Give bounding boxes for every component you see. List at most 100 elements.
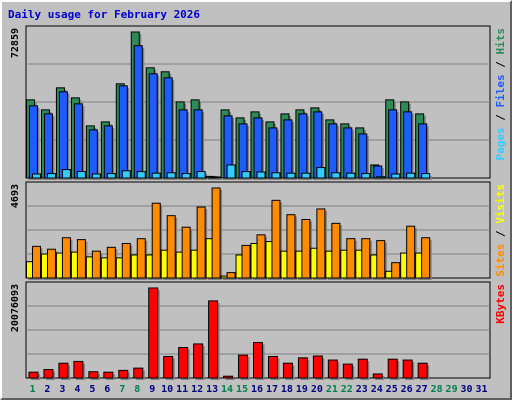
kbytes-bar [28, 371, 40, 380]
pages-bar [166, 172, 178, 180]
bar-body [31, 173, 41, 179]
pages-bar [406, 172, 417, 180]
sites-bar [346, 238, 357, 280]
day-label: 2 [44, 384, 50, 395]
bar-body [282, 362, 293, 379]
legend-entry: Pages [494, 127, 507, 160]
bar-body [376, 176, 386, 179]
bar-body [193, 109, 203, 179]
sites-bar [226, 272, 238, 280]
bar-body [417, 362, 428, 379]
bar-body [163, 77, 173, 179]
day-label: 1 [29, 384, 35, 395]
bar-body [133, 45, 143, 179]
kbytes-bar [297, 357, 310, 380]
legend-entry: / [494, 108, 507, 128]
files-bar [28, 105, 40, 180]
bar-body [178, 347, 189, 379]
pages-bar [361, 173, 372, 180]
bar-body [166, 172, 176, 179]
day-label: 7 [119, 384, 125, 395]
bar-body [402, 359, 413, 379]
bar-body [76, 171, 86, 179]
day-label: 5 [89, 384, 95, 395]
day-label: 10 [161, 384, 173, 395]
pages-bar [286, 172, 297, 180]
bar-body [331, 222, 341, 279]
sites-bar [211, 187, 223, 280]
bar-body [421, 173, 431, 179]
sites-bar [301, 219, 312, 280]
pages-bar [376, 176, 387, 180]
day-label: 26 [401, 384, 413, 395]
sites-bar [121, 242, 133, 280]
bar-body [43, 113, 53, 179]
day-label: 12 [191, 384, 203, 395]
bar-body [346, 172, 356, 179]
files-bar [388, 109, 399, 180]
bar-body [406, 225, 416, 279]
bar-body [298, 113, 308, 179]
files-bar [178, 109, 190, 180]
bar-body [28, 371, 39, 379]
kbytes-bar [73, 360, 85, 380]
day-label: 30 [461, 384, 473, 395]
bar-body [256, 234, 266, 279]
kbytes-bar [103, 371, 115, 380]
bar-body [196, 206, 206, 279]
sites-bar [406, 225, 417, 280]
sites-bar [376, 240, 387, 280]
pages-bar [91, 173, 103, 180]
bar-body [208, 300, 219, 379]
files-bar [163, 77, 175, 180]
kbytes-bar [133, 367, 145, 380]
bottom-max-label: 20076093 [10, 284, 21, 332]
kbytes-bar [43, 368, 55, 380]
files-bar [193, 109, 205, 180]
legend-entry: Files [494, 74, 507, 107]
bar-body [121, 170, 131, 179]
bar-body [267, 355, 278, 379]
day-label: 14 [221, 384, 233, 395]
kbytes-bar [267, 355, 280, 380]
bar-body [211, 187, 221, 279]
day-label: 16 [251, 384, 263, 395]
pages-bar [46, 173, 58, 180]
day-label: 8 [134, 384, 140, 395]
day-label: 19 [296, 384, 308, 395]
bar-body [118, 369, 129, 379]
bar-body [361, 238, 371, 279]
pages-bar [211, 176, 223, 180]
files-bar [43, 113, 55, 180]
top-legend: Pages / Files / Hits [494, 28, 507, 161]
bar-body [103, 371, 114, 379]
chart-title: Daily usage for February 2026 [8, 8, 200, 21]
bar-body [241, 171, 251, 179]
top-max-label: 72859 [10, 28, 21, 58]
sites-bar [331, 222, 342, 280]
bar-body [61, 237, 71, 279]
bar-body [357, 358, 368, 379]
files-bar [73, 103, 85, 180]
day-label: 20 [311, 384, 323, 395]
bar-body [91, 250, 101, 279]
legend-entry: Sites [494, 244, 507, 277]
kbytes-bar [253, 342, 265, 380]
bar-body [271, 199, 281, 279]
day-label: 28 [431, 384, 443, 395]
files-bar [298, 113, 309, 180]
pages-bar [301, 172, 312, 180]
pages-bar [151, 172, 163, 180]
files-bar [358, 133, 369, 180]
bar-body [61, 169, 71, 179]
kbytes-bar [178, 347, 190, 380]
bar-body [151, 172, 161, 179]
bar-body [136, 171, 146, 179]
bar-body [88, 129, 98, 179]
pages-bar [346, 172, 357, 180]
sites-bar [196, 206, 208, 280]
bottom-legend: KBytes [494, 284, 507, 324]
kbytes-bar [417, 362, 430, 380]
bar-body [133, 367, 144, 379]
files-bar [328, 123, 339, 180]
